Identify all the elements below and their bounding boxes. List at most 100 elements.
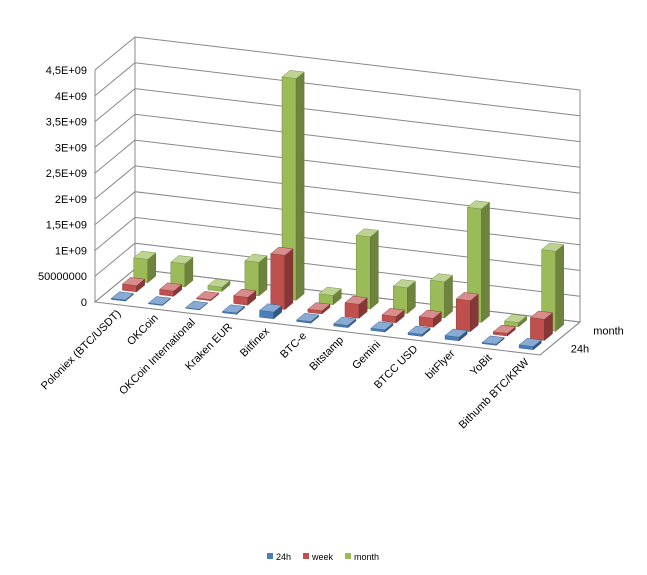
bar-24h [110,291,135,302]
legend-swatch-month [345,553,351,559]
y-tick-label: 3,5E+09 [46,117,87,129]
bar-month [170,255,194,288]
legend-swatch-24h [267,553,273,559]
bar-top-face [529,310,554,320]
bar-week [344,295,368,319]
bar-month [318,286,342,306]
bar-week [307,302,331,315]
bar-24h [184,300,209,311]
bar-top-face [392,279,417,288]
x-tick-label: OKCoin International [117,317,198,398]
x-tick-label: YoBit [468,352,494,378]
x-tick-label: OKCoin [125,312,161,348]
bar-top-face [444,328,468,338]
gridline [94,88,581,143]
x-tick-label: Bithumb BTC/KRW [457,356,532,431]
bar-top-face [244,253,268,263]
bar-24h [518,338,542,351]
gridline [94,113,581,168]
bar-top-face [318,286,342,296]
depth-axis-labels: month 24h [539,321,624,356]
legend-label-24h: 24h [276,552,291,562]
bar-top-face [110,291,135,301]
bar-month [133,250,157,284]
bar-top-face [481,335,505,345]
y-tick-label: 1,5E+09 [46,220,87,232]
bar-side-face [481,201,490,323]
bar-top-face [158,282,183,292]
legend-label-week: week [311,552,334,562]
bar-front-face [344,302,360,319]
bar-month [540,242,565,332]
bar-top-face [207,278,231,288]
y-tick-label: 1E+09 [55,245,87,257]
bar-top-face [370,321,394,331]
bar-24h [147,296,172,307]
bar-month [281,70,305,301]
y-axis-ticks: 0 50000000 1E+09 1,5E+09 2E+09 2,5E+09 3E+09 3,… [38,65,87,309]
bar-top-face [418,309,442,319]
bar-front-face [455,298,471,332]
y-tick-label: 4E+09 [55,91,87,103]
gridline [94,242,581,297]
x-tick-label: Poloniex (BTC/USDT) [39,308,124,393]
bar-month [392,279,417,315]
gridline [94,165,581,220]
bar-top-face [540,242,565,252]
bar-week [529,310,554,341]
bar-top-face [170,255,194,265]
y-tick-label: 0 [81,297,87,309]
bar-top-face [233,288,257,298]
bar-top-face [196,291,220,300]
bar-week [381,308,405,324]
gridline [94,36,581,91]
bar-week [121,277,146,293]
bar-top-face [381,308,405,317]
gridline [94,139,581,194]
bar-top-face [355,228,379,238]
bar-top-face [492,324,517,334]
bar-top-face [184,300,209,310]
chart-legend: 24h week month [267,552,379,562]
bar-24h [407,325,431,337]
bar-month [429,273,454,319]
bar-top-face [281,70,305,79]
bar-week [196,291,220,302]
bar-side-face [284,248,294,311]
bar-24h [370,321,394,333]
bar-top-face [333,316,357,326]
x-tick-label: Bitstamp [307,334,346,373]
bar-24h [444,328,468,342]
gridline [94,62,581,117]
bar-top-face [307,302,331,312]
chart-walls [93,36,582,356]
bar-top-face [296,313,320,322]
y-tick-label: 50000000 [38,271,87,283]
bar-side-face [295,71,305,301]
bar-side-face [555,244,564,332]
depth-label-24h: 24h [571,344,589,356]
bar-top-face [503,314,528,323]
bar-24h [333,316,357,329]
bar-24h [296,313,320,324]
y-tick-label: 3E+09 [55,142,87,154]
bar-top-face [466,200,491,210]
legend-swatch-week [303,553,309,559]
bar-week [158,282,183,297]
bar-top-face [407,325,431,335]
bar-top-face [344,295,368,305]
bar-24h [221,304,246,315]
bar-week [418,309,442,328]
bar-side-face [444,274,453,319]
x-tick-label: Gemini [350,339,383,372]
y-tick-label: 2,5E+09 [46,168,87,180]
bar-week [233,288,257,306]
bar-month [207,278,231,292]
gridline [94,191,581,246]
y-tick-label: 2E+09 [55,194,87,206]
bar-month [244,253,268,297]
bar-side-face [370,229,379,310]
bar-week [492,324,517,337]
bar-top-face [221,304,246,314]
